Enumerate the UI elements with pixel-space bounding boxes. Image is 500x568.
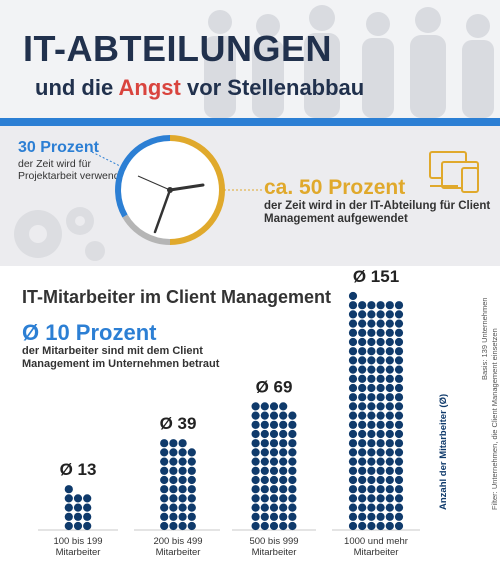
clock-band	[0, 126, 500, 266]
source-notes: Basis: 139 Unternehmen Filter: Unternehm…	[462, 280, 499, 530]
right-description: der Zeit wird in der IT-Abteilung für Cl…	[264, 200, 491, 225]
gears-icon	[14, 207, 105, 261]
basis-note: Basis: 139 Unternehmen	[480, 297, 489, 380]
filter-note: Filter: Unternehmen, die Client Manageme…	[490, 328, 499, 510]
left-description: der Zeit wird für Projektarbeit verwende…	[18, 158, 129, 182]
clock-minute-hand	[153, 188, 172, 234]
header-banner	[0, 0, 500, 118]
right-percent: ca. 50 Prozent	[264, 176, 406, 199]
page-title: IT-ABTEILUNGEN	[23, 28, 332, 69]
subtitle-pre: und die	[35, 75, 119, 100]
left-percent: 30 Prozent	[18, 139, 99, 156]
clock-center	[167, 187, 173, 193]
subtitle-highlight: Angst	[118, 75, 181, 100]
average-percent: Ø 10 Prozent	[22, 320, 157, 345]
page-subtitle: und die Angst vor Stellenabbau	[35, 75, 364, 101]
clock-second-hand	[137, 175, 171, 191]
subtitle-post: vor Stellenabbau	[180, 75, 365, 100]
accent-bar	[0, 118, 500, 126]
clock-arc-gray	[122, 214, 171, 245]
people-silhouettes-icon	[204, 5, 494, 118]
devices-icon	[429, 151, 479, 193]
section-title: IT-Mitarbeiter im Client Management	[22, 287, 332, 307]
clock-hour-hand	[168, 183, 205, 192]
clock-arc-gold	[169, 135, 225, 245]
average-description: der Mitarbeiter sind mit dem Client Mana…	[22, 345, 220, 370]
clock-arc-blue	[115, 135, 171, 218]
